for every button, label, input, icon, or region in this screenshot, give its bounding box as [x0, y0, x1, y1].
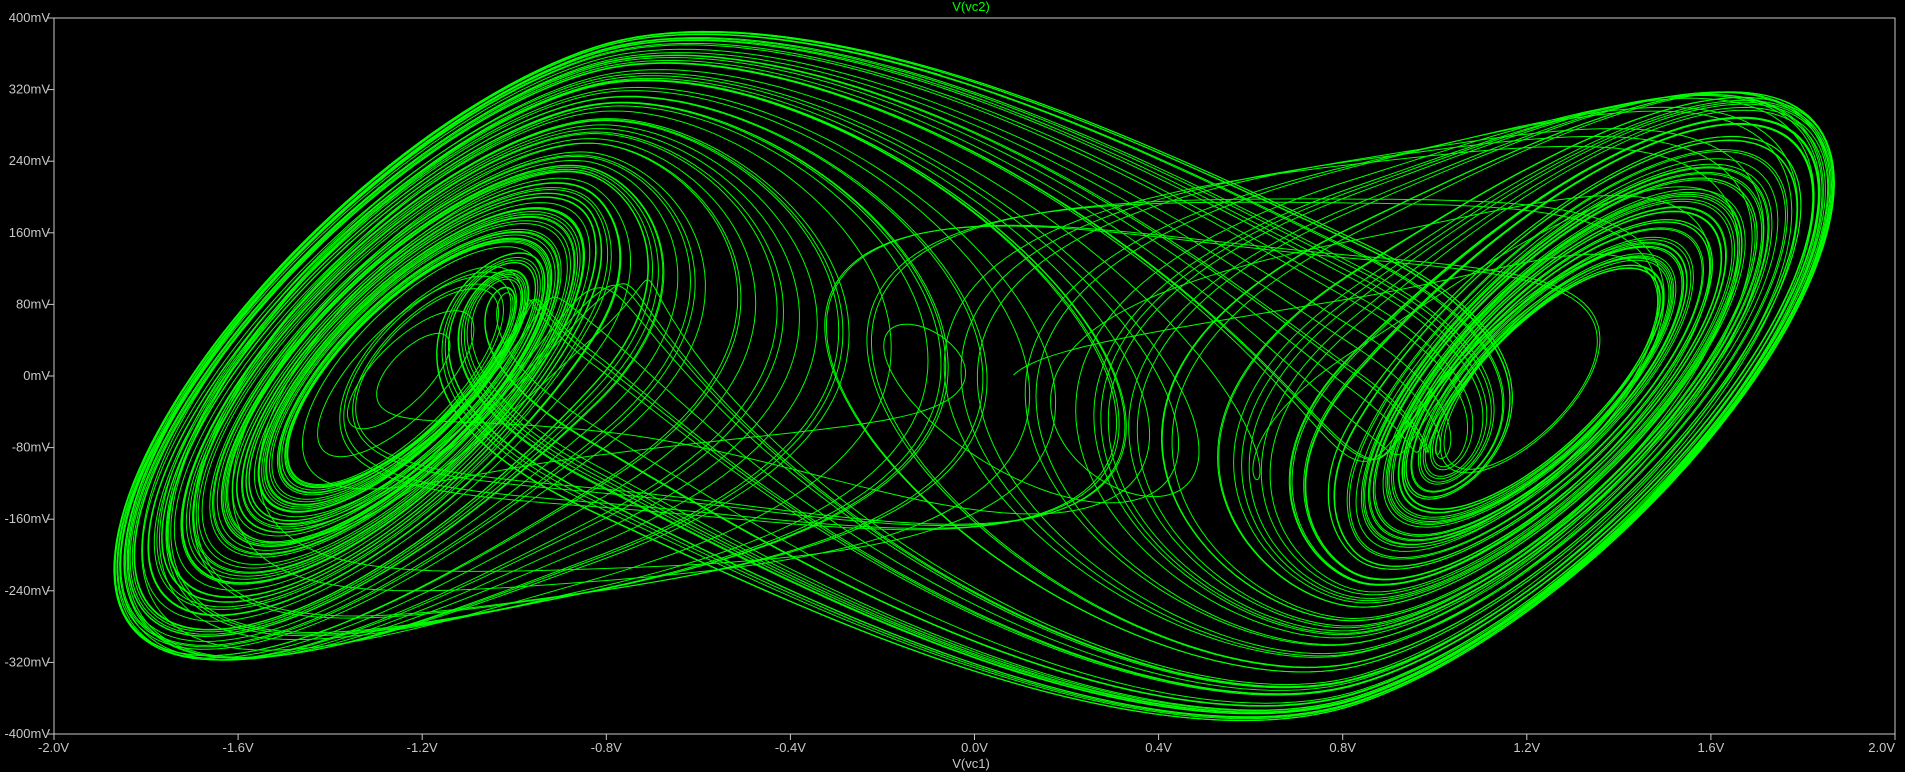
x-tick-label: 1.6V [1698, 740, 1725, 755]
series-trace-segment [120, 33, 1833, 714]
x-axis-label: V(vc1) [952, 756, 990, 771]
series-trace-segment [113, 31, 1831, 711]
x-tick-label: -0.4V [775, 740, 806, 755]
y-tick-label: -320mV [4, 654, 50, 669]
chart-title: V(vc2) [952, 0, 990, 14]
series-trace-segment [117, 33, 1835, 721]
y-axis-ticks: 400mV 320mV 240mV 160mV 80mV 0mV -80mV -160mV -2… [4, 10, 54, 741]
series-trace-segment [114, 30, 1829, 712]
x-tick-label: 0.4V [1145, 740, 1172, 755]
y-tick-label: 80mV [16, 296, 50, 311]
x-tick-label: 0.8V [1329, 740, 1356, 755]
x-axis-ticks: -2.0V -1.6V -1.2V -0.8V -0.4V 0.0V 0.4V 0.8V 1.2… [38, 734, 1896, 755]
y-tick-label: 400mV [9, 10, 51, 25]
x-tick-label: 2.0V [1868, 740, 1895, 755]
series-trace-segment [127, 54, 1835, 718]
series-trace-segment [113, 33, 1835, 722]
y-tick-label: -160mV [4, 511, 50, 526]
y-tick-label: -240mV [4, 583, 50, 598]
series-trace-segment [119, 42, 1835, 718]
y-tick-label: 320mV [9, 82, 51, 97]
trace-layer [113, 30, 1835, 722]
x-tick-label: -0.8V [591, 740, 622, 755]
y-tick-label: -80mV [12, 440, 51, 455]
x-tick-label: -2.0V [38, 740, 69, 755]
y-tick-label: 0mV [23, 368, 50, 383]
series-trace-segment [133, 62, 1834, 722]
x-tick-label: -1.6V [223, 740, 254, 755]
x-tick-label: -1.2V [407, 740, 438, 755]
x-tick-label: 1.2V [1513, 740, 1540, 755]
y-tick-label: 240mV [9, 153, 51, 168]
y-tick-label: -400mV [4, 726, 50, 741]
y-tick-label: 160mV [9, 225, 51, 240]
x-tick-label: 0.0V [961, 740, 988, 755]
